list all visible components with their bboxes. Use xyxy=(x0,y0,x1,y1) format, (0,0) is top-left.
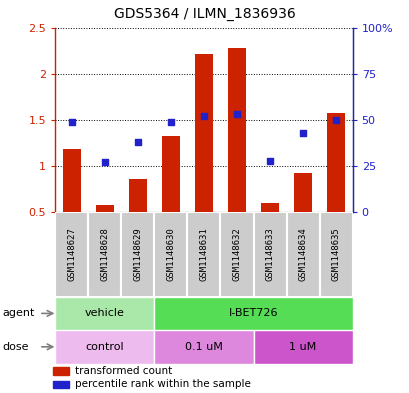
Bar xyxy=(326,114,344,259)
Point xyxy=(134,139,141,145)
Bar xyxy=(88,212,121,297)
Bar xyxy=(53,380,69,388)
Bar xyxy=(53,367,69,375)
Bar xyxy=(286,212,319,297)
Text: GSM1148629: GSM1148629 xyxy=(133,228,142,281)
Text: agent: agent xyxy=(2,309,34,318)
Text: GSM1148628: GSM1148628 xyxy=(100,228,109,281)
Bar xyxy=(227,48,245,259)
Bar xyxy=(253,330,352,364)
Text: dose: dose xyxy=(2,342,29,352)
Point xyxy=(332,117,339,123)
Bar xyxy=(293,173,311,259)
Bar xyxy=(63,149,81,259)
Point xyxy=(68,119,75,125)
Bar xyxy=(154,330,253,364)
Text: GSM1148634: GSM1148634 xyxy=(298,228,307,281)
Text: GSM1148627: GSM1148627 xyxy=(67,228,76,281)
Point xyxy=(167,119,174,125)
Point xyxy=(233,111,240,118)
Text: GSM1148633: GSM1148633 xyxy=(265,228,274,281)
Point xyxy=(101,159,108,165)
Bar xyxy=(154,212,187,297)
Text: transformed count: transformed count xyxy=(75,366,172,376)
Bar xyxy=(121,212,154,297)
Bar xyxy=(55,212,88,297)
Bar xyxy=(162,136,180,259)
Bar xyxy=(55,330,154,364)
Bar xyxy=(154,297,352,330)
Bar xyxy=(260,203,279,259)
Text: 1 uM: 1 uM xyxy=(289,342,316,352)
Bar xyxy=(187,212,220,297)
Bar xyxy=(253,212,286,297)
Text: I-BET726: I-BET726 xyxy=(228,309,278,318)
Text: vehicle: vehicle xyxy=(85,309,124,318)
Text: 0.1 uM: 0.1 uM xyxy=(184,342,222,352)
Bar xyxy=(220,212,253,297)
Bar xyxy=(128,179,147,259)
Point xyxy=(299,130,306,136)
Point xyxy=(266,157,273,163)
Point xyxy=(200,113,207,119)
Text: control: control xyxy=(85,342,124,352)
Text: GSM1148631: GSM1148631 xyxy=(199,228,208,281)
Bar xyxy=(194,54,213,259)
Text: GDS5364 / ILMN_1836936: GDS5364 / ILMN_1836936 xyxy=(114,7,295,21)
Text: GSM1148632: GSM1148632 xyxy=(232,228,241,281)
Text: percentile rank within the sample: percentile rank within the sample xyxy=(75,379,251,389)
Bar xyxy=(319,212,352,297)
Bar xyxy=(55,297,154,330)
Text: GSM1148635: GSM1148635 xyxy=(331,228,340,281)
Bar xyxy=(96,205,114,259)
Text: GSM1148630: GSM1148630 xyxy=(166,228,175,281)
